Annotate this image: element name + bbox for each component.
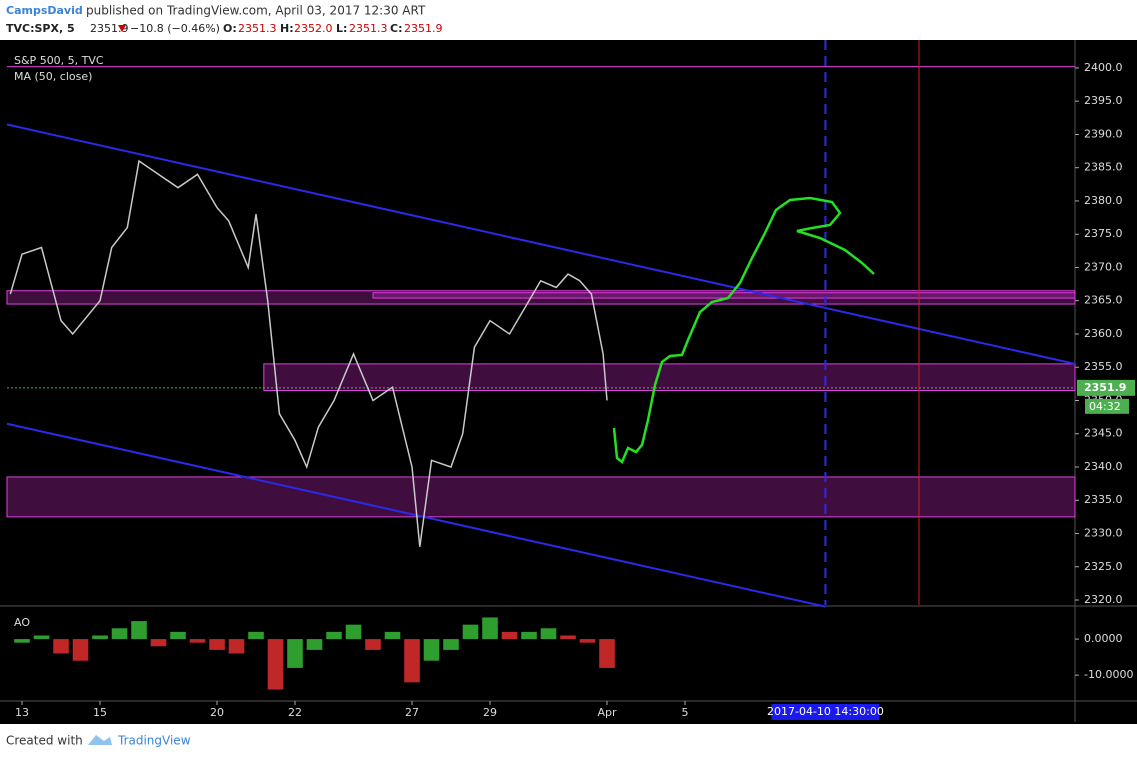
y-tick-label: 2320.0 — [1084, 593, 1123, 606]
ao-bar — [443, 639, 459, 650]
zone — [263, 363, 1076, 392]
ao-bar — [326, 631, 342, 640]
x-tick-label: Apr — [597, 706, 617, 719]
ao-bar — [111, 628, 128, 640]
y-tick-label: 2325.0 — [1084, 560, 1123, 573]
ao-bar — [365, 639, 381, 650]
price-line — [9, 159, 608, 547]
x-tick-label: 5 — [682, 706, 689, 719]
ao-bar — [501, 631, 518, 640]
hand-drawing — [612, 196, 875, 465]
ao-bar — [482, 617, 498, 640]
ao-title: AO — [14, 616, 30, 629]
x-tick-label: 13 — [15, 706, 29, 719]
ao-bar — [131, 621, 147, 640]
y-tick-label: 0.0000 — [1084, 632, 1123, 645]
trend-line — [6, 123, 1076, 365]
c: 2351.9 — [404, 22, 443, 35]
ao-bar — [384, 631, 401, 640]
y-tick-label: 2340.0 — [1084, 460, 1123, 473]
y-tick-label: 2330.0 — [1084, 527, 1123, 540]
ao-bar — [14, 639, 30, 643]
symbol: TVC:SPX, 5 — [6, 22, 75, 35]
ao-bar — [189, 639, 206, 643]
o-label: O: — [223, 22, 237, 35]
indicator: MA (50, close) — [14, 70, 92, 83]
y-tick-label: 2385.0 — [1084, 161, 1123, 174]
ao-bar — [521, 631, 537, 640]
x-tick-label: 29 — [483, 706, 497, 719]
y-tick-label: 2390.0 — [1084, 127, 1123, 140]
ao-bar — [170, 631, 186, 640]
y-tick-label: 2355.0 — [1084, 360, 1123, 373]
y-tick-label: 2365.0 — [1084, 294, 1123, 307]
ao-bar — [33, 635, 50, 640]
c-label: C: — [390, 22, 402, 35]
author[interactable]: CampsDavid — [6, 4, 83, 17]
ao-bar — [72, 639, 89, 661]
h-label: H: — [280, 22, 294, 35]
change: −10.8 (−0.46%) — [130, 22, 220, 35]
down-arrow — [118, 25, 126, 32]
ao-bar — [150, 639, 167, 647]
ao-bar — [404, 639, 420, 683]
ao-bar — [92, 635, 108, 640]
x-tick-label: 20 — [210, 706, 224, 719]
ao-bar — [560, 635, 576, 640]
ao-bar — [248, 631, 264, 640]
ao-bar — [462, 624, 479, 640]
y-tick-label: 2400.0 — [1084, 61, 1123, 74]
brand[interactable]: TradingView — [117, 734, 191, 748]
cursor-tag — [771, 704, 880, 720]
ao-bar — [209, 639, 225, 650]
x-tick-label: 27 — [405, 706, 419, 719]
ao-bar — [267, 639, 284, 690]
y-tick-label: 2380.0 — [1084, 194, 1123, 207]
l-label: L: — [336, 22, 347, 35]
zone — [372, 292, 1076, 299]
timer-tag — [1085, 398, 1129, 414]
ao-bar — [306, 639, 323, 650]
y-tick-label: 2395.0 — [1084, 94, 1123, 107]
y-tick-label: -10.0000 — [1084, 668, 1133, 681]
x-tick-label: 22 — [288, 706, 302, 719]
ao-bar — [53, 639, 69, 654]
chart-bg — [0, 40, 1137, 724]
ao-bar — [423, 639, 440, 661]
y-tick-label: 2375.0 — [1084, 227, 1123, 240]
ao-bar — [599, 639, 615, 668]
timer-label: 04:32 — [1089, 400, 1121, 413]
y-tick-label: 2360.0 — [1084, 327, 1123, 340]
o: 2351.3 — [238, 22, 277, 35]
y-tick-label: 2370.0 — [1084, 260, 1123, 273]
logo — [88, 735, 112, 745]
price-tag-label: 2351.9 — [1084, 381, 1126, 394]
y-tick-label: 2345.0 — [1084, 427, 1123, 440]
published: published on TradingView.com, April 03, … — [86, 4, 426, 18]
ao-bar — [579, 639, 596, 643]
l: 2351.3 — [349, 22, 388, 35]
price-tag — [1077, 379, 1135, 396]
x-tick-label: 15 — [93, 706, 107, 719]
ao-bar — [287, 639, 303, 668]
ao-bar — [540, 628, 557, 640]
cursor-label: 2017-04-10 14:30:00 — [767, 705, 884, 718]
created: Created with — [6, 734, 83, 748]
ao-bar — [228, 639, 245, 654]
zone — [6, 476, 1076, 518]
y-tick-label: 2335.0 — [1084, 493, 1123, 506]
h: 2352.0 — [294, 22, 333, 35]
ao-bar — [345, 624, 362, 640]
chart-title: S&P 500, 5, TVC — [14, 54, 104, 67]
